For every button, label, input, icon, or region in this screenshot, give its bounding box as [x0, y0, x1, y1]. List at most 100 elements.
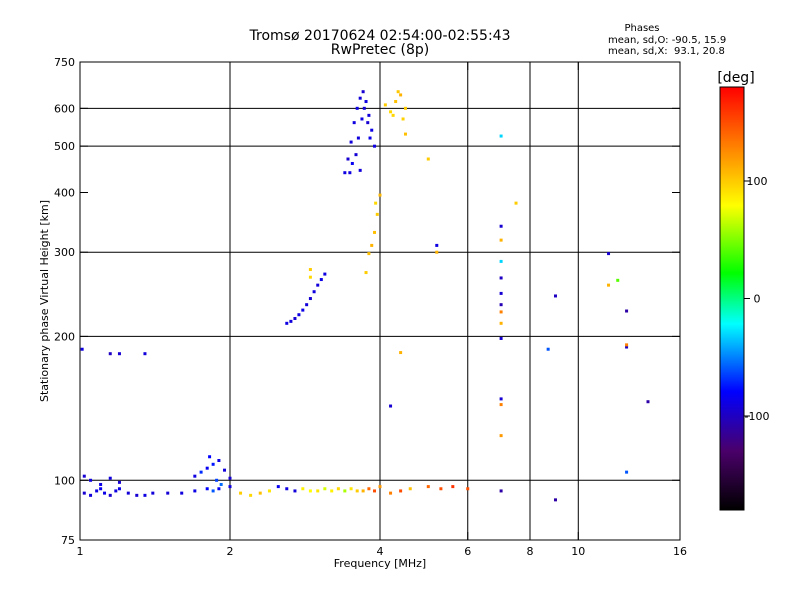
- y-tick-label: 600: [54, 102, 75, 115]
- x-axis-label: Frequency [MHz]: [334, 557, 426, 570]
- data-point: [343, 171, 347, 175]
- data-point: [399, 351, 403, 355]
- chart-subtitle: RwPretec (8p): [331, 42, 429, 58]
- data-point: [117, 480, 121, 484]
- data-point: [426, 157, 430, 161]
- data-point: [466, 487, 470, 491]
- data-point: [285, 487, 289, 491]
- data-point: [362, 106, 366, 110]
- data-point: [308, 297, 312, 301]
- colorbar-tick-label: 0: [754, 293, 761, 306]
- data-point: [205, 487, 209, 491]
- x-tick-label: 2: [227, 545, 234, 558]
- data-point: [370, 128, 374, 132]
- data-point: [289, 319, 293, 323]
- data-point: [625, 343, 629, 347]
- data-point: [143, 352, 147, 356]
- data-point: [426, 485, 430, 489]
- colorbar-label: [deg]: [717, 70, 754, 86]
- data-point: [367, 252, 371, 256]
- info-line-x: mean, sd,X: 93.1, 20.8: [608, 46, 725, 57]
- data-point: [358, 168, 362, 172]
- colorbar: [719, 86, 745, 511]
- data-point: [276, 485, 280, 489]
- data-point: [205, 466, 209, 470]
- data-point: [451, 485, 455, 489]
- x-tick-label: 16: [673, 545, 687, 558]
- data-point: [308, 275, 312, 279]
- data-point: [383, 103, 387, 107]
- data-point: [208, 455, 212, 459]
- data-point: [607, 283, 611, 287]
- data-point: [499, 434, 503, 438]
- data-point: [108, 493, 112, 497]
- data-point: [117, 487, 121, 491]
- data-point: [301, 308, 305, 312]
- data-point: [297, 313, 301, 317]
- data-point: [389, 110, 393, 114]
- data-point: [499, 259, 503, 263]
- data-point: [361, 489, 365, 493]
- y-axis-ticks: 75 100 200 300 400 500 600 750: [54, 56, 680, 547]
- data-point: [394, 100, 398, 104]
- data-point: [553, 498, 557, 502]
- data-point: [625, 345, 629, 349]
- data-point: [389, 404, 393, 408]
- data-point: [401, 117, 405, 121]
- data-point: [348, 171, 352, 175]
- data-point: [389, 491, 393, 495]
- data-point: [166, 491, 170, 495]
- data-point: [349, 487, 353, 491]
- data-point: [143, 493, 147, 497]
- data-point: [330, 489, 334, 493]
- data-point: [625, 309, 629, 313]
- data-point: [114, 489, 118, 493]
- data-point: [499, 321, 503, 325]
- data-point: [435, 250, 439, 254]
- data-point: [151, 491, 155, 495]
- data-point: [316, 489, 320, 493]
- x-tick-label: 10: [571, 545, 585, 558]
- data-point: [352, 121, 356, 125]
- colorbar-tick-label: -100: [745, 410, 770, 423]
- data-point: [308, 268, 312, 272]
- data-point: [646, 400, 650, 404]
- data-point: [399, 489, 403, 493]
- data-point: [217, 487, 221, 491]
- data-point: [616, 278, 620, 282]
- x-tick-label: 8: [527, 545, 534, 558]
- data-point: [323, 272, 327, 276]
- y-tick-label: 200: [54, 330, 75, 343]
- data-point: [607, 252, 611, 256]
- data-point: [358, 96, 362, 100]
- data-point: [499, 397, 503, 401]
- data-point: [355, 489, 359, 493]
- chart-title: Tromsø 20170624 02:54:00-02:55:43: [249, 28, 511, 44]
- colorbar-tick-label: 100: [747, 175, 768, 188]
- x-tick-label: 4: [377, 545, 384, 558]
- data-point: [355, 106, 359, 110]
- data-point: [367, 487, 371, 491]
- data-point: [364, 271, 368, 275]
- data-point: [99, 487, 103, 491]
- data-point: [336, 487, 340, 491]
- data-point: [439, 487, 443, 491]
- data-point: [80, 347, 84, 351]
- data-point: [373, 144, 377, 148]
- y-tick-label: 500: [54, 140, 75, 153]
- data-point: [228, 476, 232, 480]
- data-point: [103, 491, 107, 495]
- colorbar-ticks: 100 0 -100: [744, 175, 769, 423]
- data-point: [499, 134, 503, 138]
- y-axis-label: Stationary phase Virtual Height [km]: [38, 200, 51, 402]
- data-point: [293, 316, 297, 320]
- data-point: [323, 487, 327, 491]
- data-point: [625, 470, 629, 474]
- data-point: [373, 230, 377, 234]
- data-point: [375, 212, 379, 216]
- data-point: [193, 489, 197, 493]
- x-tick-label: 1: [77, 545, 84, 558]
- data-point: [258, 491, 262, 495]
- data-point: [267, 489, 271, 493]
